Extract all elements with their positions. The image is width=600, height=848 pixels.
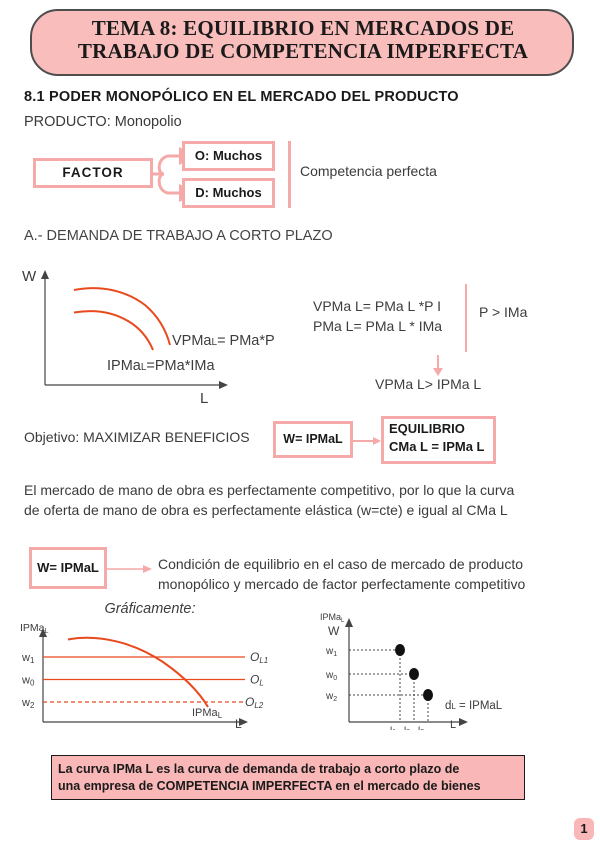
svg-text:w1: w1 xyxy=(325,646,337,658)
svg-text:L: L xyxy=(200,390,208,407)
svg-text:l1: l1 xyxy=(390,726,396,730)
svg-text:L: L xyxy=(450,719,456,730)
svg-text:OL2: OL2 xyxy=(245,695,264,710)
svg-text:W: W xyxy=(328,624,340,638)
svg-text:w0: w0 xyxy=(325,670,337,682)
svg-text:l0: l0 xyxy=(404,726,410,730)
svg-text:W: W xyxy=(22,270,37,285)
svg-text:w1: w1 xyxy=(21,652,35,665)
svg-text:IPMaL: IPMaL xyxy=(20,622,49,635)
svg-text:IPMaL: IPMaL xyxy=(192,707,223,720)
svg-text:IPMaL: IPMaL xyxy=(320,612,345,624)
svg-text:w2: w2 xyxy=(325,691,337,703)
svg-text:w2: w2 xyxy=(21,697,35,710)
svg-text:l2: l2 xyxy=(418,726,424,730)
svg-text:L: L xyxy=(235,717,242,730)
svg-text:OL1: OL1 xyxy=(250,650,268,665)
svg-text:OL: OL xyxy=(250,673,264,688)
svg-text:w0: w0 xyxy=(21,675,35,688)
